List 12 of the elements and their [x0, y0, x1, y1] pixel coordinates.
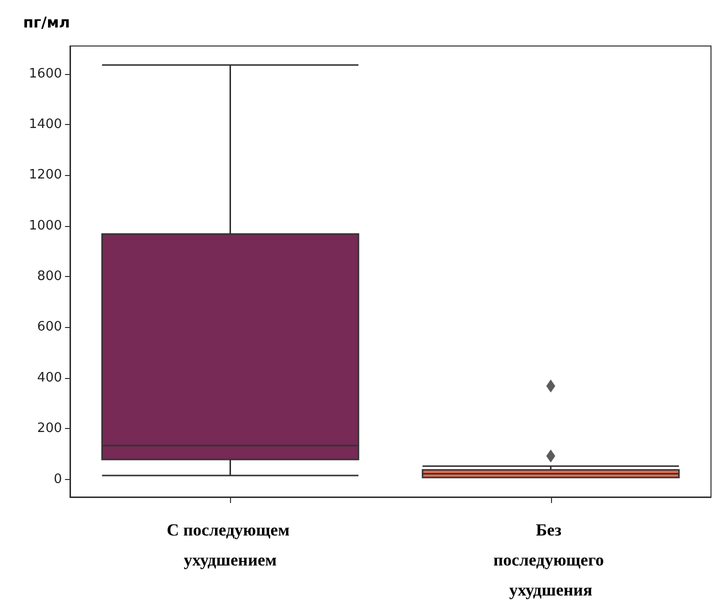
- y-tick-label: 600: [37, 320, 62, 335]
- y-tick-label: 1200: [28, 168, 62, 183]
- y-tick-label: 200: [37, 421, 62, 436]
- y-tick-label: 1000: [28, 218, 62, 234]
- x-tick-label: Без последующего ухудшения: [493, 520, 608, 600]
- x-tick-label: С последующем ухудшением: [166, 520, 294, 570]
- y-tick-label: 800: [37, 269, 62, 284]
- y-tick-label: 400: [37, 370, 62, 386]
- y-tick-label: 1400: [28, 117, 62, 132]
- y-tick-label: 1600: [28, 66, 62, 82]
- y-tick-label: 0: [54, 472, 62, 487]
- y-axis-title: пг/мл: [23, 14, 70, 32]
